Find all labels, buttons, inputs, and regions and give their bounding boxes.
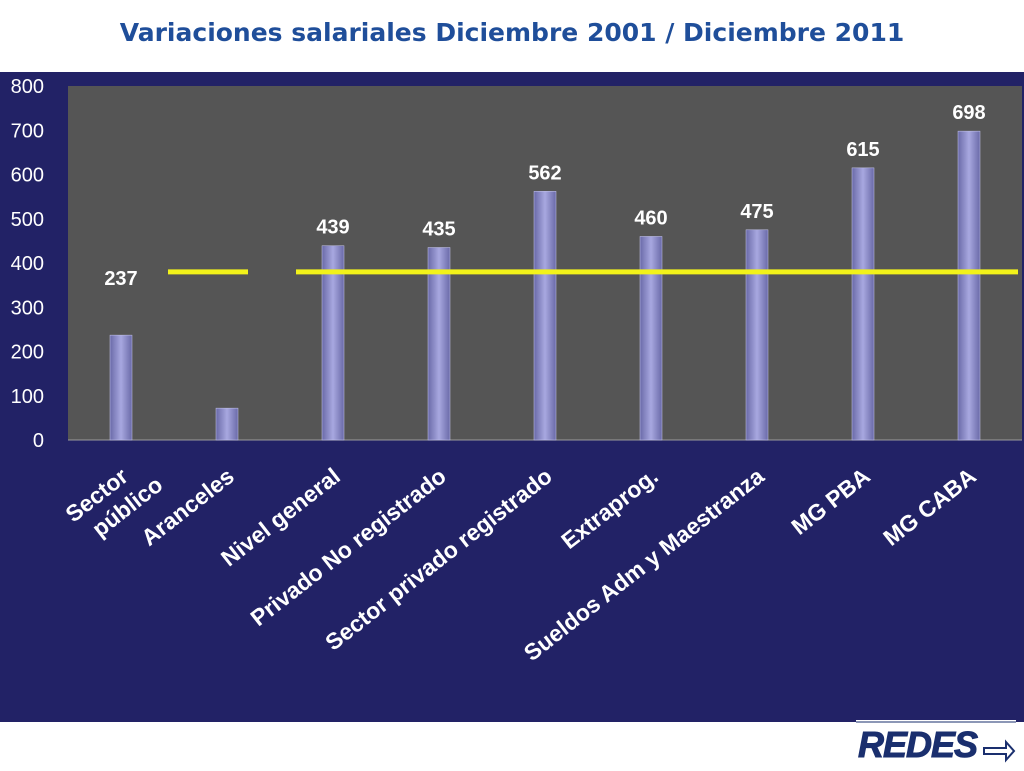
bar xyxy=(533,191,557,441)
bar xyxy=(639,236,663,441)
x-tick-label: Privado No registrado xyxy=(245,463,450,631)
x-tick-label-line: Extraprog. xyxy=(556,463,663,554)
data-label: 475 xyxy=(740,201,773,223)
y-tick-label: 500 xyxy=(11,209,44,231)
chart-title: Variaciones salariales Diciembre 2001 / … xyxy=(119,18,905,47)
chart-panel: 0 100 200 300 400 500 600 700 800 237 439 435 562 46… xyxy=(0,72,1024,722)
y-tick-label: 100 xyxy=(11,386,44,408)
svg-text:REDES: REDES xyxy=(858,724,978,765)
bar xyxy=(109,334,133,441)
x-tick-label: MG PBA xyxy=(786,463,875,540)
redes-logo: REDES xyxy=(856,720,1016,766)
data-label: 435 xyxy=(422,219,455,241)
y-tick-label: 200 xyxy=(11,342,44,364)
data-label: 698 xyxy=(952,102,985,124)
chart-svg: 0 100 200 300 400 500 600 700 800 237 439 435 562 46… xyxy=(11,76,1022,666)
x-tick-label: Extraprog. xyxy=(556,463,663,554)
x-tick-label-line: MG CABA xyxy=(878,463,981,551)
data-label: 562 xyxy=(528,162,561,184)
bar xyxy=(321,245,345,441)
x-tick-label: MG CABA xyxy=(878,463,981,551)
bar xyxy=(745,229,769,441)
data-label: 237 xyxy=(104,268,137,290)
y-tick-label: 800 xyxy=(11,76,44,98)
data-label: 460 xyxy=(634,207,667,229)
y-tick-label: 0 xyxy=(33,430,44,452)
x-tick-label-line: Privado No registrado xyxy=(245,463,450,631)
data-label: 439 xyxy=(316,217,349,239)
y-tick-label: 600 xyxy=(11,165,44,187)
bar xyxy=(427,247,451,441)
bar xyxy=(215,407,239,441)
bar xyxy=(957,130,981,441)
bar xyxy=(851,167,875,441)
y-tick-label: 700 xyxy=(11,120,44,142)
x-tick-label-line: MG PBA xyxy=(786,463,875,540)
y-tick-label: 300 xyxy=(11,297,44,319)
data-label: 615 xyxy=(846,139,879,161)
y-tick-label: 400 xyxy=(11,253,44,275)
